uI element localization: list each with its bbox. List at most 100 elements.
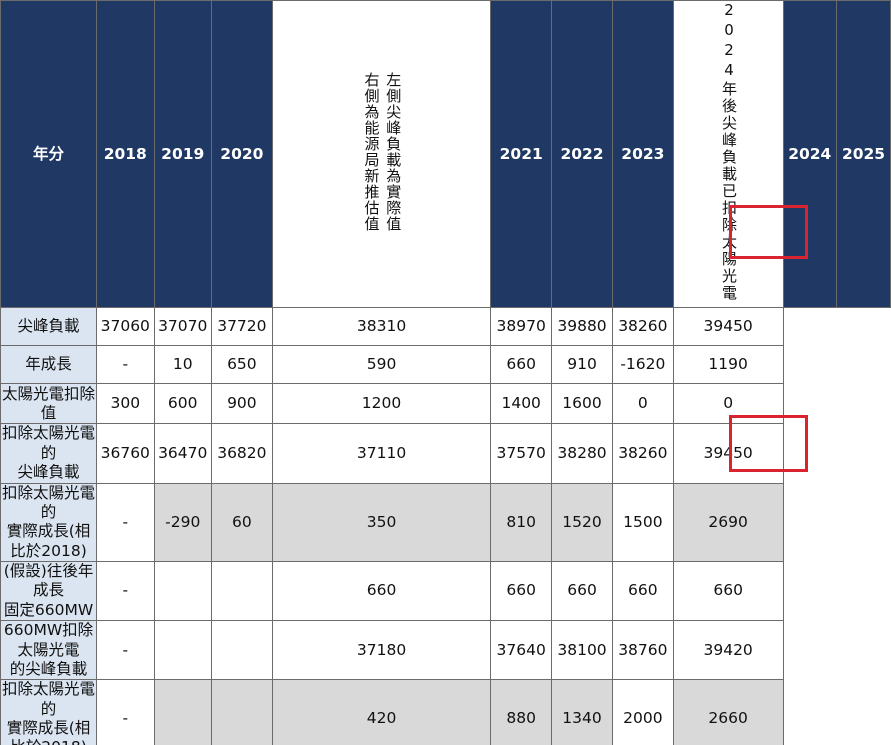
value-cell: 38970 xyxy=(490,307,553,347)
value-cell: 38100 xyxy=(551,620,613,681)
year-header: 2021 xyxy=(490,0,553,309)
value-cell: 1190 xyxy=(672,345,784,385)
value-cell: 1340 xyxy=(551,679,613,745)
value-cell: 2690 xyxy=(672,482,784,562)
row-label: 扣除太陽光電的 尖峰負載 xyxy=(0,423,98,484)
value-cell: 38260 xyxy=(611,307,674,347)
value-cell: 39420 xyxy=(672,620,784,681)
row-label-line: 的尖峰負載 xyxy=(9,659,88,678)
year-header: 2018 xyxy=(96,0,155,309)
table-row: 660MW扣除太陽光電 的尖峰負載 - 37180 37640 38100 38760 394… xyxy=(0,620,891,681)
table-row: 扣除太陽光電的 尖峰負載 36760 36470 36820 37110 37570 3828… xyxy=(0,423,891,484)
row-label: 扣除太陽光電的實際成長(相比於2018) xyxy=(0,482,98,562)
row-label-line: 扣除太陽光電的 xyxy=(2,680,96,718)
value-cell: 590 xyxy=(271,345,492,385)
row-label-line: 660MW扣除太陽光電 xyxy=(3,621,94,659)
value-cell xyxy=(153,620,212,681)
value-cell: 0 xyxy=(611,383,674,425)
value-cell: - xyxy=(96,620,155,681)
year-header: 2019 xyxy=(153,0,212,309)
value-cell: 39450 xyxy=(672,423,784,484)
value-cell: 37070 xyxy=(153,307,212,347)
value-cell: 37720 xyxy=(210,307,273,347)
row-label: 660MW扣除太陽光電 的尖峰負載 xyxy=(0,620,98,681)
value-cell: 1520 xyxy=(551,482,613,562)
value-cell: 650 xyxy=(210,345,273,385)
row-label: 年成長 xyxy=(0,345,98,385)
table-row: 尖峰負載 37060 37070 37720 38310 38970 39880 38260 3… xyxy=(0,307,891,347)
value-cell: 0 xyxy=(672,383,784,425)
year-header: 2023 xyxy=(611,0,674,309)
value-cell: 660 xyxy=(271,560,492,622)
header-row: 年分 2018 2019 2020 右側為能源局新推估值 左側尖峰負載為實際值 2… xyxy=(0,0,891,309)
value-cell: 660 xyxy=(611,560,674,622)
row-label-line: 扣除太陽光電的 xyxy=(2,424,96,462)
value-cell: 39450 xyxy=(672,307,784,347)
value-cell: 660 xyxy=(490,560,553,622)
note-actual-vs-estimate: 右側為能源局新推估值 左側尖峰負載為實際值 xyxy=(271,0,492,309)
value-cell: 37180 xyxy=(271,620,492,681)
year-header: 2024 xyxy=(782,0,838,309)
row-label-line: 尖峰負載 xyxy=(17,463,80,482)
value-cell: - xyxy=(96,560,155,622)
value-cell: 420 xyxy=(271,679,492,745)
value-cell: 660 xyxy=(490,345,553,385)
value-cell: 36820 xyxy=(210,423,273,484)
note-after-2024-text: 2024年後尖峰負載已扣除太陽光電 xyxy=(720,1,739,302)
value-cell: 37570 xyxy=(490,423,553,484)
year-header: 2020 xyxy=(210,0,273,309)
value-cell: 2660 xyxy=(672,679,784,745)
row-label: 太陽光電扣除值 xyxy=(0,383,98,425)
value-cell: 39880 xyxy=(551,307,613,347)
row-label-line: 實際成長(相比於2018) xyxy=(6,522,91,560)
value-cell: - xyxy=(96,679,155,745)
row-label-line: 實際成長(相比於2018) xyxy=(6,719,91,745)
value-cell: 880 xyxy=(490,679,553,745)
value-cell: 38760 xyxy=(611,620,674,681)
value-cell: 36760 xyxy=(96,423,155,484)
year-header: 2025 xyxy=(836,0,891,309)
row-label: (假設)往後年成長 固定660MW xyxy=(0,560,98,622)
value-cell: 600 xyxy=(153,383,212,425)
value-cell: 38280 xyxy=(551,423,613,484)
value-cell: 36470 xyxy=(153,423,212,484)
value-cell xyxy=(210,560,273,622)
value-cell: - xyxy=(96,482,155,562)
value-cell: 350 xyxy=(271,482,492,562)
row-label-line: (假設)往後年成長 xyxy=(3,562,94,600)
value-cell: 38310 xyxy=(271,307,492,347)
value-cell: 660 xyxy=(551,560,613,622)
row-label-line: 年成長 xyxy=(25,355,72,374)
value-cell: 2000 xyxy=(611,679,674,745)
value-cell: 1200 xyxy=(271,383,492,425)
value-cell: 60 xyxy=(210,482,273,562)
value-cell xyxy=(153,679,212,745)
value-cell: 810 xyxy=(490,482,553,562)
note-left-text: 左側尖峰負載為實際值 xyxy=(384,71,403,232)
row-label-line: 固定660MW xyxy=(3,600,94,619)
value-cell: 910 xyxy=(551,345,613,385)
year-header: 2022 xyxy=(551,0,613,309)
value-cell: 37110 xyxy=(271,423,492,484)
value-cell: 660 xyxy=(672,560,784,622)
value-cell: 10 xyxy=(153,345,212,385)
value-cell: - xyxy=(96,345,155,385)
table-row: 年成長 -10 650 590 660 910 -1620 1190 xyxy=(0,345,891,385)
value-cell: 1400 xyxy=(490,383,553,425)
row-label-line: 尖峰負載 xyxy=(17,317,80,336)
value-cell xyxy=(153,560,212,622)
table-row: 太陽光電扣除值 300 600 900 1200 1400 1600 0 0 xyxy=(0,383,891,425)
value-cell xyxy=(210,679,273,745)
value-cell: 37640 xyxy=(490,620,553,681)
value-cell: -290 xyxy=(153,482,212,562)
year-header-label: 年分 xyxy=(0,0,98,309)
value-cell: 1600 xyxy=(551,383,613,425)
value-cell: 37060 xyxy=(96,307,155,347)
row-label-line: 扣除太陽光電的 xyxy=(2,483,96,521)
value-cell: 300 xyxy=(96,383,155,425)
value-cell xyxy=(210,620,273,681)
row-label-line: 太陽光電扣除值 xyxy=(2,384,96,422)
